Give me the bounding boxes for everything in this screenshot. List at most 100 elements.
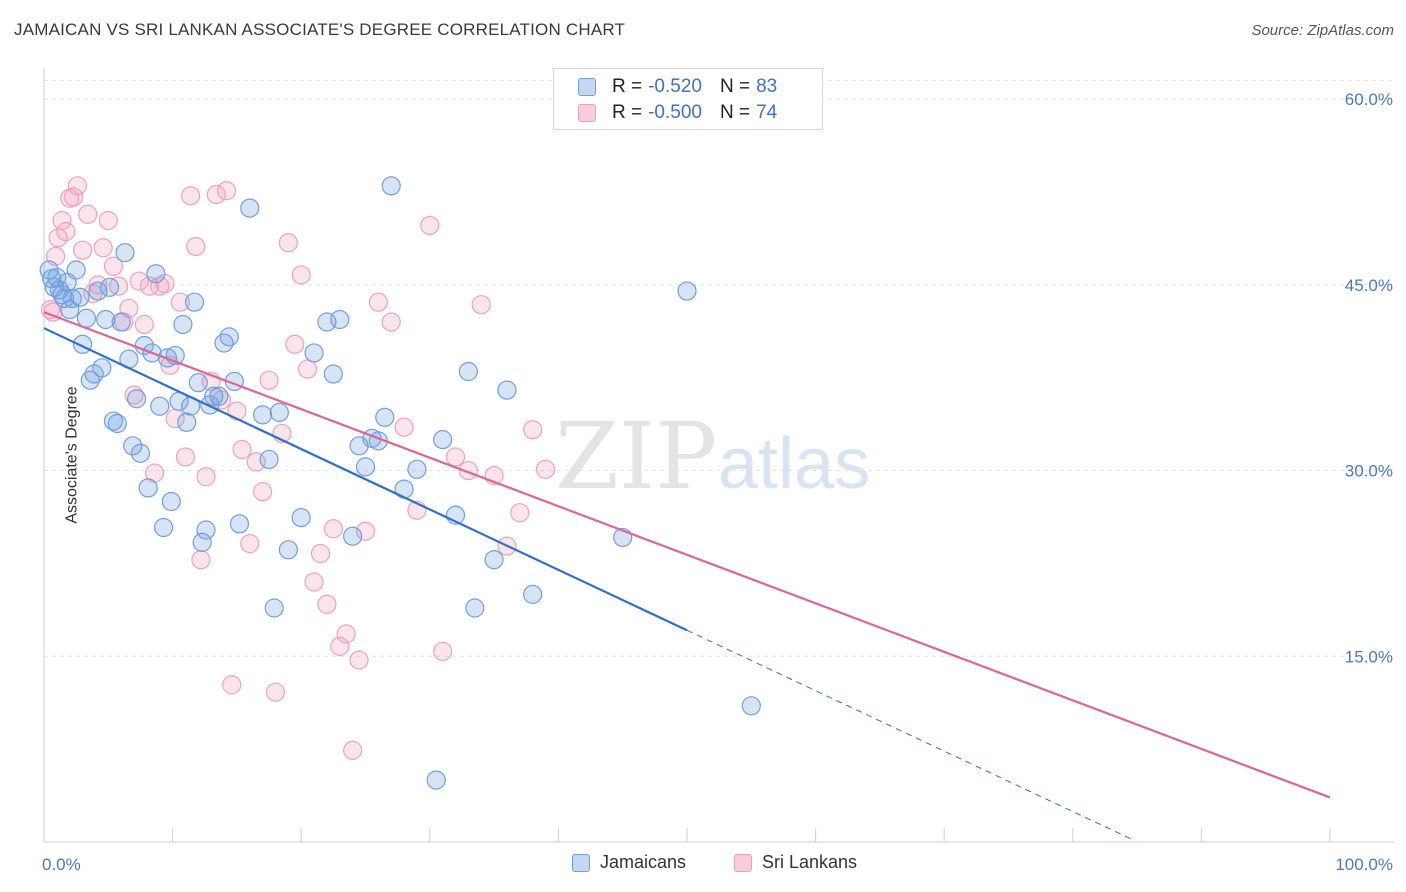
sri-lankans-points <box>40 176 556 760</box>
jamaicans-point <box>70 287 90 307</box>
jamaicans-point <box>99 277 120 297</box>
jamaicans-points <box>39 176 761 790</box>
axes <box>43 68 1394 843</box>
jamaicans-point <box>196 520 216 540</box>
jamaicans-point <box>54 288 75 309</box>
sri-lankans-point <box>420 215 440 236</box>
trend-lines <box>43 311 1331 840</box>
tick-labels: 15.0% 30.0% 45.0% 60.0% 0.0% 100.0% <box>42 90 1393 874</box>
sri-lankans-point <box>98 210 118 231</box>
sri-lankans-point <box>471 295 491 315</box>
sri-lankans-point <box>310 543 331 564</box>
sri-lankans-swatch <box>734 853 752 872</box>
sri-lankans-point <box>129 271 149 291</box>
sri-lankans-point <box>330 636 350 656</box>
jamaicans-point <box>60 300 80 320</box>
legend-label: Sri Lankans <box>762 852 858 872</box>
jamaicans-trend-extension <box>686 629 1133 840</box>
jamaicans-point <box>465 598 485 618</box>
jamaicans-point <box>253 405 273 425</box>
n-value: 83 <box>756 76 778 97</box>
jamaicans-swatch <box>572 853 590 872</box>
jamaicans-point <box>150 396 170 416</box>
y-axis-label: Associate's Degree <box>63 386 81 524</box>
sri-lankans-point <box>72 240 93 260</box>
watermark-zip: ZIP <box>555 403 717 510</box>
sri-lankans-point <box>170 292 190 312</box>
jamaicans-point <box>229 514 250 534</box>
jamaicans-point <box>355 457 376 477</box>
r-label: R = <box>612 76 643 97</box>
sri-lankans-point <box>285 334 305 354</box>
sri-lankans-point <box>52 210 72 231</box>
r-value: -0.500 <box>648 102 702 123</box>
sri-lankans-point <box>394 417 414 437</box>
jamaicans-trend-line <box>43 327 688 632</box>
correlation-legend: R = -0.520 N = 83 R = -0.500 N = 74 <box>553 68 823 130</box>
jamaicans-point <box>484 550 504 570</box>
r-value: -0.520 <box>648 76 702 97</box>
jamaicans-point <box>458 361 478 382</box>
jamaicans-point <box>323 364 343 384</box>
jamaicans-point <box>240 198 260 218</box>
jamaicans-point <box>62 288 82 309</box>
jamaicans-point <box>92 358 112 378</box>
watermark-atlas: atlas <box>718 424 870 504</box>
watermark: ZIP atlas <box>555 403 870 510</box>
jamaicans-point <box>107 413 127 434</box>
r-label: R = <box>612 102 643 123</box>
jamaicans-point <box>173 314 193 335</box>
sri-lankans-point <box>186 236 206 257</box>
jamaicans-point <box>153 517 174 538</box>
y-tick-label: 60.0% <box>1345 90 1393 109</box>
jamaicans-point <box>407 459 427 479</box>
sri-lankans-point <box>298 359 318 379</box>
jamaicans-point <box>66 260 86 280</box>
jamaicans-point <box>375 407 395 427</box>
jamaicans-point <box>381 176 401 196</box>
jamaicans-point <box>343 526 363 546</box>
sri-lankans-point <box>343 740 363 760</box>
sri-lankans-point <box>355 521 376 541</box>
n-value: 74 <box>756 102 778 123</box>
sri-lankans-point <box>232 439 252 460</box>
jamaicans-point <box>96 309 116 330</box>
jamaicans-point <box>264 598 284 618</box>
y-tick-label: 15.0% <box>1345 647 1393 666</box>
sri-lankans-point <box>253 482 273 502</box>
jamaicans-point <box>126 389 147 409</box>
jamaicans-point <box>184 292 205 312</box>
sri-lankans-point <box>67 176 88 196</box>
jamaicans-point <box>138 478 158 498</box>
x-tick-label: 0.0% <box>42 855 81 874</box>
jamaicans-point <box>677 281 697 301</box>
sri-lankans-point <box>191 550 211 570</box>
jamaicans-point <box>115 243 135 263</box>
sri-lankans-point <box>368 292 388 312</box>
jamaicans-point <box>330 309 350 330</box>
sri-lankans-point <box>217 181 237 201</box>
jamaicans-point <box>111 312 131 332</box>
sri-lankans-point <box>240 534 260 554</box>
legend-item-sri-lankans: Sri Lankans <box>734 852 857 873</box>
jamaicans-point <box>291 508 311 528</box>
x-tick-label: 100.0% <box>1335 855 1393 874</box>
jamaicans-point <box>84 364 104 384</box>
jamaicans-point <box>47 267 67 288</box>
jamaicans-point <box>88 281 108 301</box>
jamaicans-point <box>433 430 453 450</box>
sri-lankans-point <box>535 459 556 479</box>
jamaicans-point <box>259 449 279 470</box>
jamaicans-point <box>214 333 234 353</box>
sri-lankans-point <box>150 276 170 296</box>
jamaicans-point <box>219 327 239 347</box>
legend-row-sri-lankans: R = -0.500 N = 74 <box>578 100 783 126</box>
sri-lankans-point <box>259 370 279 390</box>
legend-row-jamaicans: R = -0.520 N = 83 <box>578 74 783 100</box>
sri-lankans-point <box>56 222 76 242</box>
jamaicans-point <box>146 264 166 284</box>
jamaicans-point <box>741 696 761 716</box>
series-legend: Jamaicans Sri Lankans <box>0 852 1406 876</box>
sri-lankans-point <box>227 401 247 421</box>
sri-lankans-point <box>134 314 154 335</box>
